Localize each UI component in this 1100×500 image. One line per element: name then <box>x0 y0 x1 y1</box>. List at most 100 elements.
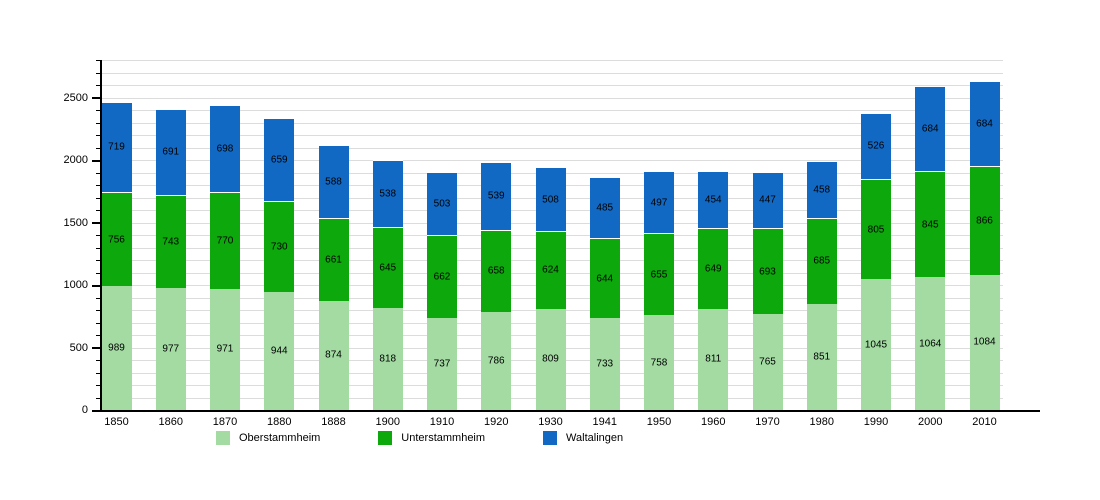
x-axis-line <box>100 410 1040 412</box>
bar-value-label: 1064 <box>919 338 942 349</box>
legend-item-unterstammheim: Unterstammheim <box>378 431 485 445</box>
bar-value-label: 538 <box>379 188 397 200</box>
y-axis-major-tick <box>92 97 100 99</box>
bar-value-label: 661 <box>325 254 342 266</box>
bar-value-label: 809 <box>542 353 559 365</box>
bar-segment-oberstammheim: 851 <box>806 303 837 410</box>
bar-value-label: 685 <box>813 255 831 267</box>
y-axis-minor-tick <box>96 272 100 274</box>
bar-value-label: 503 <box>433 198 451 210</box>
x-axis-label: 1970 <box>755 416 780 428</box>
x-axis-label: 2010 <box>972 416 997 428</box>
bar-value-label: 818 <box>379 353 397 365</box>
bar-value-label: 645 <box>379 262 397 274</box>
bar-segment-unterstammheim: 730 <box>264 200 295 292</box>
x-axis-label: 1920 <box>484 416 509 428</box>
bar-value-label: 1045 <box>864 339 888 351</box>
bar-segment-oberstammheim: 809 <box>535 308 566 410</box>
bar-segment-unterstammheim: 770 <box>210 192 240 289</box>
y-axis-minor-tick <box>96 122 100 124</box>
x-axis-label: 1960 <box>701 416 726 428</box>
bar-segment-oberstammheim: 758 <box>644 315 674 410</box>
bar-segment-oberstammheim: 1064 <box>915 277 946 410</box>
bar-segment-oberstammheim: 786 <box>481 311 512 410</box>
bar-segment-waltalingen: 458 <box>806 160 837 218</box>
y-axis-major-tick <box>92 284 100 287</box>
bar-segment-waltalingen: 526 <box>861 113 891 179</box>
bar-value-label: 743 <box>162 236 180 248</box>
x-axis-label: 1941 <box>592 416 617 428</box>
bar-value-label: 811 <box>705 353 722 365</box>
x-axis-label: 1900 <box>375 416 400 428</box>
bar-segment-oberstammheim: 811 <box>698 308 729 410</box>
bar-value-label: 851 <box>813 351 831 363</box>
bar-segment-waltalingen: 508 <box>535 167 566 231</box>
bar-segment-waltalingen: 588 <box>318 144 349 219</box>
y-axis-minor-tick <box>96 360 100 361</box>
y-axis-minor-tick <box>96 335 100 336</box>
y-axis-minor-tick <box>96 147 100 149</box>
y-axis-minor-tick <box>96 235 100 236</box>
bar-segment-unterstammheim: 662 <box>427 235 457 318</box>
legend-swatch-oberstammheim <box>216 431 230 445</box>
bar-value-label: 485 <box>596 202 614 214</box>
x-axis-label: 1910 <box>429 416 455 428</box>
bar-value-label: 458 <box>813 184 831 196</box>
bar-value-label: 684 <box>976 118 993 130</box>
x-axis-label: 1870 <box>212 416 238 428</box>
bar-value-label: 508 <box>542 194 559 206</box>
bar-segment-oberstammheim: 818 <box>372 307 403 410</box>
y-axis-label: 1500 <box>63 216 88 229</box>
y-axis-minor-tick <box>96 247 100 249</box>
bar-value-label: 526 <box>867 140 885 152</box>
legend-swatch-waltalingen <box>543 431 558 445</box>
y-axis-minor-tick <box>96 397 100 399</box>
y-axis-minor-tick <box>96 185 100 186</box>
y-axis-label: 1000 <box>63 279 88 291</box>
bar-value-label: 447 <box>759 194 776 206</box>
bar-segment-oberstammheim: 874 <box>318 300 349 410</box>
gridline <box>100 122 1003 124</box>
x-axis-label: 2000 <box>918 416 943 428</box>
bar-value-label: 866 <box>976 215 993 227</box>
y-axis-major-tick <box>92 222 100 224</box>
bar-segment-waltalingen: 539 <box>481 162 512 230</box>
bar-segment-waltalingen: 538 <box>372 159 403 228</box>
x-axis-label: 1990 <box>863 416 889 428</box>
gridline <box>100 135 1003 136</box>
bar-value-label: 989 <box>108 342 125 354</box>
y-axis-minor-tick <box>96 385 100 386</box>
y-axis-minor-tick <box>96 372 100 374</box>
bar-segment-waltalingen: 684 <box>915 85 946 172</box>
bar-segment-waltalingen: 719 <box>101 102 132 192</box>
bar-segment-unterstammheim: 685 <box>806 218 837 304</box>
bar-segment-unterstammheim: 655 <box>644 233 674 316</box>
bar-segment-unterstammheim: 649 <box>698 227 729 309</box>
gridline <box>100 147 1003 149</box>
legend-label-oberstammheim: Oberstammheim <box>239 432 321 444</box>
bar-segment-waltalingen: 659 <box>264 118 295 201</box>
bar-value-label: 758 <box>650 357 668 369</box>
gridline <box>100 60 1003 61</box>
bar-value-label: 977 <box>162 343 180 355</box>
y-axis-minor-tick <box>96 60 100 61</box>
y-axis-label: 500 <box>69 341 88 354</box>
x-axis-label: 1880 <box>267 416 292 428</box>
bar-value-label: 497 <box>650 197 668 209</box>
bar-value-label: 756 <box>108 234 125 246</box>
bar-segment-oberstammheim: 1045 <box>861 279 891 410</box>
bar-value-label: 684 <box>921 123 939 135</box>
legend-swatch-unterstammheim <box>378 431 393 445</box>
bar-segment-oberstammheim: 971 <box>210 288 240 410</box>
y-axis-line <box>100 60 102 412</box>
y-axis-minor-tick <box>96 297 100 299</box>
x-axis-label: 1860 <box>158 416 183 428</box>
bar-value-label: 805 <box>867 224 885 236</box>
x-axis-label: 1888 <box>321 416 346 428</box>
legend-label-unterstammheim: Unterstammheim <box>401 432 486 444</box>
bar-segment-waltalingen: 698 <box>210 105 240 193</box>
bar-segment-oberstammheim: 977 <box>155 287 186 410</box>
bar-segment-waltalingen: 485 <box>589 177 620 238</box>
x-axis-label: 1930 <box>538 416 563 428</box>
bar-value-label: 719 <box>108 141 125 153</box>
